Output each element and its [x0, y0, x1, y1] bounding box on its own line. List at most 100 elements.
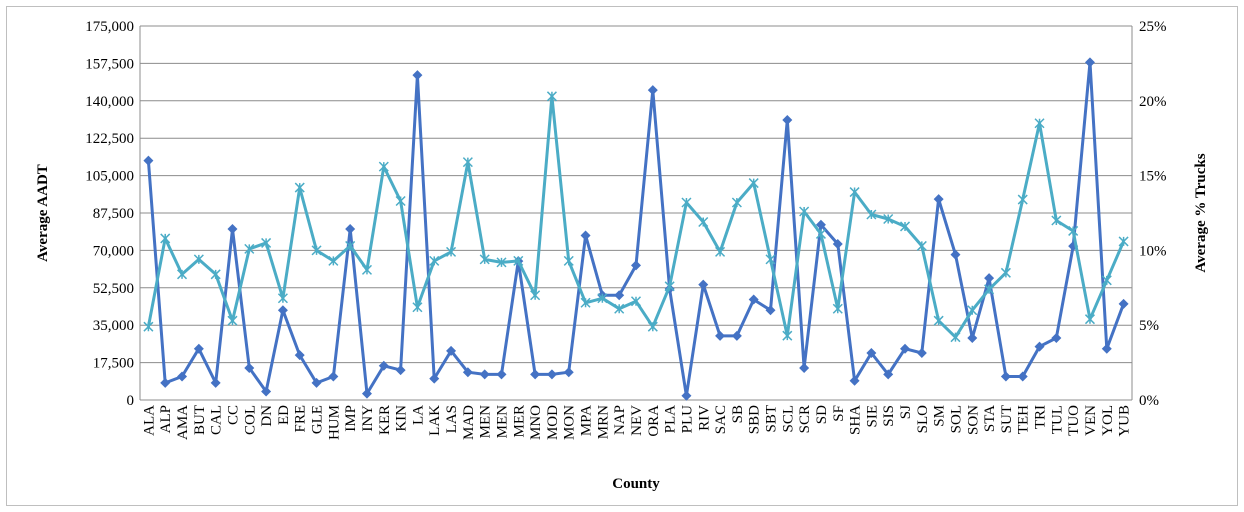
data-point: [513, 255, 524, 266]
x-tick-label: PLU: [679, 405, 695, 434]
data-point: [143, 155, 154, 166]
data-point: [227, 224, 238, 235]
x-tick-label: YUB: [1117, 405, 1133, 437]
data-point: [244, 243, 255, 254]
data-point: [496, 257, 507, 268]
x-tick-label: MNO: [528, 405, 544, 440]
y-tick-label: 87,500: [93, 206, 134, 222]
x-axis-label: County: [612, 476, 660, 492]
data-point: [664, 281, 675, 292]
x-tick-label: MON: [562, 405, 578, 440]
x-tick-label: MPA: [579, 405, 595, 436]
data-point: [782, 115, 793, 126]
data-point: [748, 294, 759, 305]
data-point: [866, 209, 877, 220]
data-point: [630, 296, 642, 307]
y-tick-label: 122,500: [85, 131, 134, 147]
data-point: [681, 390, 692, 401]
data-point: [546, 369, 557, 380]
data-point: [563, 367, 574, 378]
x-tick-label: ORA: [646, 405, 662, 437]
x-tick-label: FRE: [293, 405, 309, 433]
data-point: [294, 350, 305, 361]
data-point: [883, 369, 894, 380]
data-point: [950, 249, 961, 260]
data-point: [227, 315, 238, 326]
x-axis-ticks: ALA ALP AMA BUT CAL CC COL DN ED FRE GLE HUM IMP INY K…: [141, 405, 1132, 440]
x-tick-label: CC: [225, 405, 241, 425]
data-point: [479, 369, 490, 380]
data-point: [1051, 333, 1062, 344]
data-point: [681, 197, 692, 208]
data-point: [698, 279, 709, 290]
data-point: [799, 206, 810, 217]
y2-tick-label: 15%: [1139, 169, 1167, 185]
x-tick-label: SCR: [797, 405, 813, 433]
data-point: [1118, 298, 1129, 309]
x-tick-label: SJ: [898, 405, 914, 419]
x-tick-label: IMP: [343, 405, 359, 432]
x-tick-label: VEN: [1083, 405, 1099, 436]
x-tick-label: GLE: [310, 405, 326, 434]
data-point: [395, 196, 406, 207]
data-point: [277, 293, 288, 304]
data-point: [446, 345, 457, 356]
x-tick-label: SUT: [999, 405, 1015, 433]
x-tick-label: LAS: [444, 405, 460, 433]
data-point: [429, 373, 440, 384]
x-tick-label: SCL: [780, 405, 796, 433]
x-tick-label: STA: [982, 405, 998, 432]
y2-tick-label: 25%: [1139, 19, 1167, 35]
x-tick-label: CAL: [209, 405, 225, 435]
x-tick-label: ALP: [158, 405, 174, 433]
data-point: [378, 161, 389, 172]
data-point: [832, 238, 843, 249]
data-point: [210, 377, 221, 388]
data-point: [950, 332, 961, 343]
data-point: [345, 224, 356, 235]
right-axis-ticks: 0% 5% 10% 15% 20% 25%: [1139, 19, 1167, 409]
data-point: [412, 70, 423, 81]
data-point: [479, 254, 490, 265]
data-point: [1084, 314, 1096, 325]
data-point: [277, 305, 288, 316]
data-point: [849, 187, 860, 198]
data-point: [160, 377, 171, 388]
y2-tick-label: 0%: [1139, 393, 1159, 409]
data-point: [412, 302, 423, 313]
x-tick-label: SLO: [915, 405, 931, 434]
x-tick-label: COL: [242, 405, 258, 435]
x-tick-label: SB: [730, 405, 746, 423]
data-point: [631, 260, 641, 271]
y-tick-label: 157,500: [85, 56, 134, 72]
data-point: [866, 347, 877, 358]
data-point: [1101, 343, 1112, 354]
data-point: [1034, 118, 1045, 129]
data-point: [546, 91, 557, 102]
data-point: [1118, 236, 1129, 247]
x-tick-label: SAC: [713, 405, 729, 434]
data-point: [462, 367, 473, 378]
y-tick-label: 70,000: [93, 243, 134, 259]
data-point: [563, 255, 574, 266]
data-point: [244, 362, 255, 373]
data-point: [1101, 275, 1112, 286]
data-point: [1034, 341, 1045, 352]
data-point: [614, 290, 625, 301]
x-tick-label: ED: [276, 405, 292, 425]
x-tick-label: SBD: [747, 405, 763, 434]
x-tick-label: YOL: [1100, 405, 1116, 436]
data-point: [210, 269, 221, 280]
data-point: [765, 305, 776, 316]
y-tick-label: 35,000: [93, 318, 134, 334]
data-point: [580, 230, 591, 241]
y-tick-label: 105,000: [85, 169, 134, 185]
x-tick-label: SIS: [881, 405, 897, 427]
y-tick-label: 0: [127, 393, 135, 409]
data-point: [984, 284, 995, 295]
x-tick-label: TEH: [1016, 405, 1032, 434]
data-point: [361, 388, 372, 399]
data-point: [1000, 267, 1011, 278]
data-point: [378, 360, 389, 371]
data-point: [647, 321, 658, 332]
